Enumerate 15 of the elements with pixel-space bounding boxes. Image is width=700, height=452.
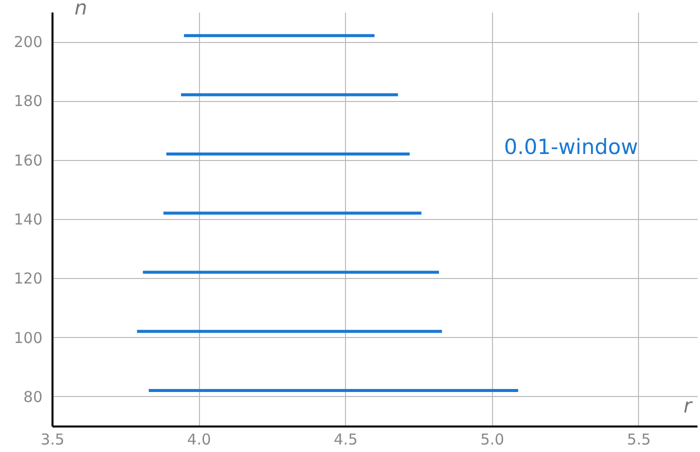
y-tick-label: 140 [14,210,42,228]
y-tick-label: 80 [23,388,42,406]
x-tick-label: 5.0 [480,430,504,448]
x-axis-title: r [684,394,694,418]
y-axis-title: n [74,0,88,20]
x-tick-label: 4.0 [187,430,212,448]
y-tick-label: 200 [14,33,42,52]
x-tick-label: 4.5 [334,430,358,448]
x-tick-label: 5.5 [626,430,651,448]
y-tick-label: 160 [14,151,42,170]
y-tick-label: 100 [14,328,42,347]
y-tick-label: 180 [14,92,42,110]
annotation: 0.01-window [504,135,638,159]
y-tick-label: 120 [14,270,42,288]
x-tick-label: 3.5 [40,430,64,448]
